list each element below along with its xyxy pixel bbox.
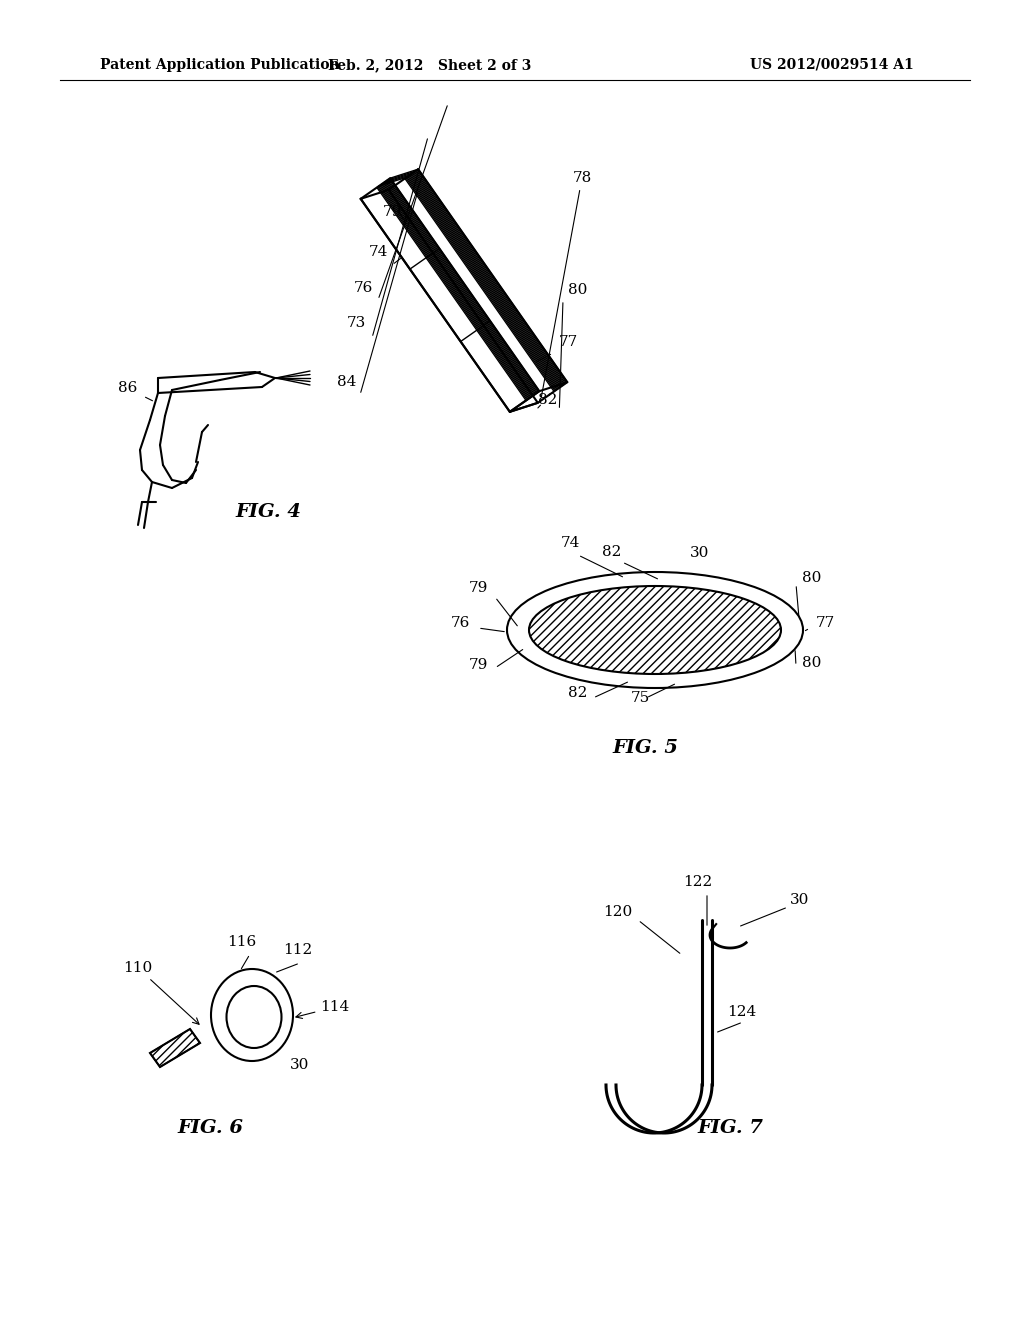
Text: 80: 80 (803, 572, 821, 585)
Text: US 2012/0029514 A1: US 2012/0029514 A1 (750, 58, 913, 73)
Ellipse shape (211, 969, 293, 1061)
Text: 116: 116 (227, 935, 257, 949)
Text: 79: 79 (468, 581, 487, 595)
Text: 82: 82 (568, 686, 588, 700)
Text: 76: 76 (353, 281, 373, 294)
Text: 82: 82 (602, 545, 622, 558)
Text: 78: 78 (542, 172, 592, 397)
Text: 110: 110 (123, 961, 199, 1024)
Text: Feb. 2, 2012   Sheet 2 of 3: Feb. 2, 2012 Sheet 2 of 3 (329, 58, 531, 73)
Text: 74: 74 (369, 246, 388, 259)
Text: 77: 77 (815, 616, 835, 630)
Text: 124: 124 (727, 1005, 757, 1019)
Text: 120: 120 (603, 906, 633, 919)
Text: 30: 30 (791, 894, 810, 907)
Ellipse shape (507, 572, 803, 688)
Text: 112: 112 (284, 942, 312, 957)
Polygon shape (150, 1030, 200, 1067)
Text: 74: 74 (560, 536, 580, 550)
Text: 86: 86 (119, 381, 137, 395)
Text: 80: 80 (568, 282, 588, 297)
Text: 80: 80 (803, 656, 821, 671)
Text: 122: 122 (683, 875, 713, 888)
Text: 75: 75 (631, 690, 649, 705)
Text: 76: 76 (451, 616, 470, 630)
Text: Patent Application Publication: Patent Application Publication (100, 58, 340, 73)
Text: FIG. 4: FIG. 4 (234, 503, 301, 521)
Text: 73: 73 (346, 315, 366, 330)
Text: 79: 79 (382, 205, 401, 219)
Text: 77: 77 (558, 335, 578, 348)
Text: FIG. 7: FIG. 7 (697, 1119, 763, 1137)
Text: FIG. 5: FIG. 5 (612, 739, 678, 756)
Text: 30: 30 (690, 546, 710, 560)
Text: 114: 114 (296, 1001, 349, 1019)
Text: 79: 79 (468, 657, 487, 672)
Text: FIG. 6: FIG. 6 (177, 1119, 243, 1137)
Text: 30: 30 (291, 1059, 309, 1072)
Text: 84: 84 (337, 375, 356, 389)
Text: 82: 82 (539, 393, 558, 407)
